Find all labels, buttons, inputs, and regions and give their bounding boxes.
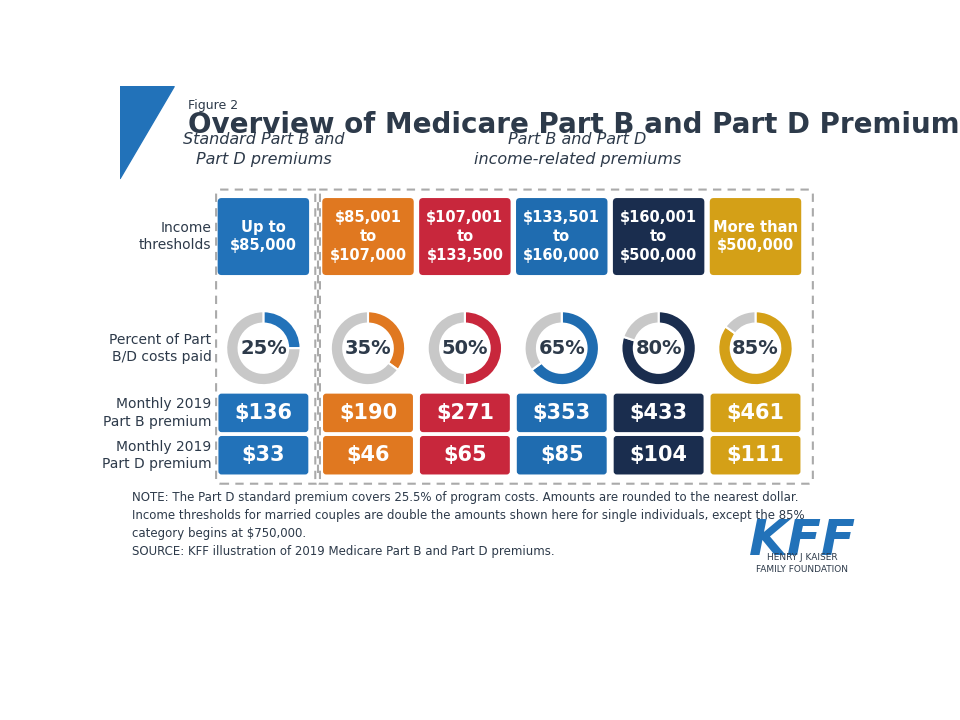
Text: Standard Part B and
Part D premiums: Standard Part B and Part D premiums: [182, 132, 344, 167]
Wedge shape: [465, 311, 502, 385]
Wedge shape: [532, 311, 599, 385]
Circle shape: [239, 324, 287, 372]
Text: $85: $85: [540, 445, 584, 465]
FancyBboxPatch shape: [516, 198, 608, 275]
FancyBboxPatch shape: [324, 394, 413, 432]
Text: $104: $104: [630, 445, 687, 465]
Wedge shape: [427, 311, 465, 385]
Text: $136: $136: [234, 403, 293, 423]
Text: $65: $65: [444, 445, 487, 465]
FancyBboxPatch shape: [420, 394, 510, 432]
Text: Percent of Part
B/D costs paid: Percent of Part B/D costs paid: [109, 333, 211, 364]
Text: $85,001
to
$107,000: $85,001 to $107,000: [329, 210, 407, 263]
Circle shape: [732, 324, 780, 372]
Text: $461: $461: [727, 403, 784, 423]
Wedge shape: [368, 311, 405, 370]
Text: $107,001
to
$133,500: $107,001 to $133,500: [426, 210, 503, 263]
Text: 50%: 50%: [442, 338, 488, 358]
Wedge shape: [524, 311, 562, 370]
Text: KFF: KFF: [749, 517, 855, 564]
Text: $133,501
to
$160,000: $133,501 to $160,000: [523, 210, 600, 263]
Polygon shape: [120, 86, 175, 179]
Text: 80%: 80%: [636, 338, 682, 358]
Text: 35%: 35%: [345, 338, 392, 358]
Text: 85%: 85%: [732, 338, 779, 358]
FancyBboxPatch shape: [420, 436, 510, 474]
Wedge shape: [623, 311, 659, 341]
FancyBboxPatch shape: [613, 394, 704, 432]
FancyBboxPatch shape: [323, 198, 414, 275]
Text: Overview of Medicare Part B and Part D Premiums in 2019: Overview of Medicare Part B and Part D P…: [188, 111, 960, 139]
FancyBboxPatch shape: [612, 198, 705, 275]
Wedge shape: [718, 311, 793, 385]
Text: Figure 2: Figure 2: [188, 99, 238, 112]
Circle shape: [635, 324, 683, 372]
Text: $433: $433: [630, 403, 687, 423]
FancyBboxPatch shape: [219, 436, 308, 474]
FancyBboxPatch shape: [710, 436, 801, 474]
Text: $111: $111: [727, 445, 784, 465]
Text: More than
$500,000: More than $500,000: [713, 220, 798, 253]
Wedge shape: [331, 311, 398, 385]
Text: HENRY J KAISER
FAMILY FOUNDATION: HENRY J KAISER FAMILY FOUNDATION: [756, 554, 848, 575]
Wedge shape: [726, 311, 756, 333]
Text: Monthly 2019
Part B premium: Monthly 2019 Part B premium: [103, 397, 211, 428]
Text: $271: $271: [436, 403, 493, 423]
Circle shape: [441, 324, 489, 372]
Text: Monthly 2019
Part D premium: Monthly 2019 Part D premium: [102, 440, 211, 471]
FancyBboxPatch shape: [709, 198, 802, 275]
Circle shape: [538, 324, 586, 372]
FancyBboxPatch shape: [218, 198, 309, 275]
FancyBboxPatch shape: [710, 394, 801, 432]
FancyBboxPatch shape: [516, 394, 607, 432]
Text: $33: $33: [242, 445, 285, 465]
FancyBboxPatch shape: [324, 436, 413, 474]
Text: $160,001
to
$500,000: $160,001 to $500,000: [620, 210, 697, 263]
Text: Income
thresholds: Income thresholds: [139, 221, 211, 252]
FancyBboxPatch shape: [613, 436, 704, 474]
Wedge shape: [621, 311, 696, 385]
FancyBboxPatch shape: [516, 436, 607, 474]
Circle shape: [344, 324, 392, 372]
Text: $46: $46: [347, 445, 390, 465]
Wedge shape: [263, 311, 300, 348]
Text: $353: $353: [533, 403, 590, 423]
Text: Part B and Part D
income-related premiums: Part B and Part D income-related premium…: [473, 132, 681, 167]
FancyBboxPatch shape: [219, 394, 308, 432]
Text: 65%: 65%: [539, 338, 586, 358]
FancyBboxPatch shape: [420, 198, 511, 275]
Text: 25%: 25%: [240, 338, 287, 358]
Text: NOTE: The Part D standard premium covers 25.5% of program costs. Amounts are rou: NOTE: The Part D standard premium covers…: [132, 490, 804, 558]
Text: Up to
$85,000: Up to $85,000: [229, 220, 297, 253]
Text: $190: $190: [339, 403, 397, 423]
Wedge shape: [227, 311, 300, 385]
